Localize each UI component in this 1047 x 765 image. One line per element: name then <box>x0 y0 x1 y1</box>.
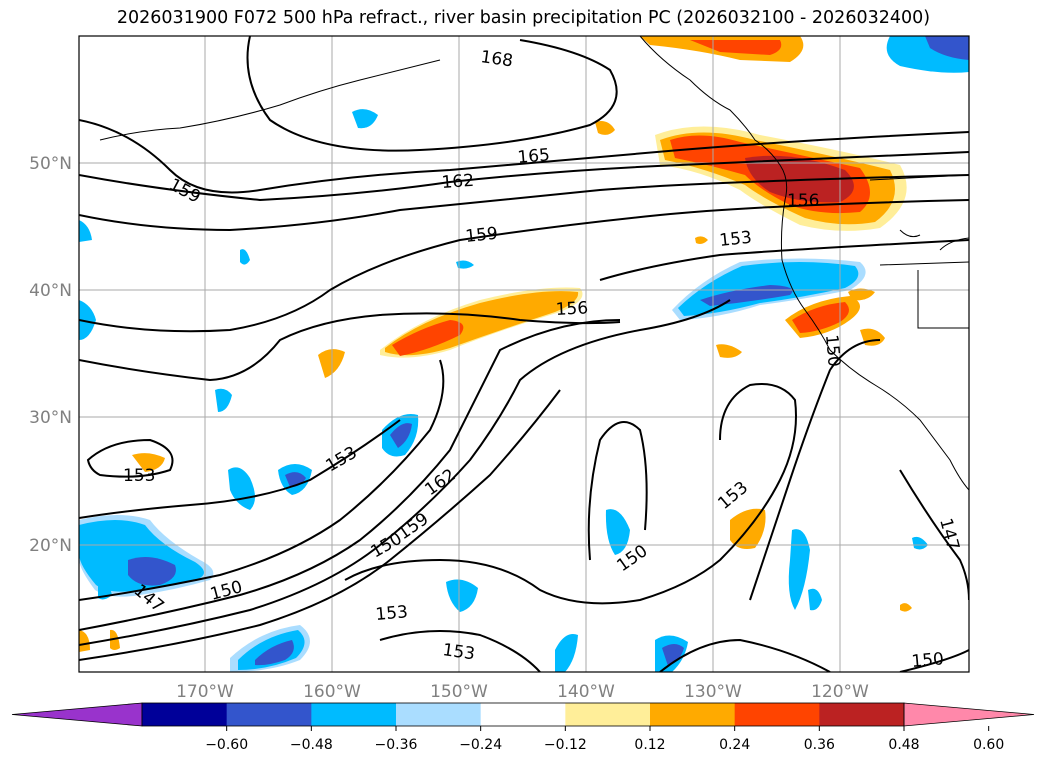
shade-blue-e2 <box>788 529 810 610</box>
contour-label: 156 <box>787 191 819 211</box>
shade-orange-sw <box>79 630 90 652</box>
colorbar-extend-high <box>903 702 1035 727</box>
shade-blue-c3 <box>456 260 474 269</box>
lon-label: 150°W <box>430 682 488 702</box>
contour-label: 168 <box>479 47 514 71</box>
shade-blue-w1 <box>79 300 96 340</box>
shade-blue-w5 <box>240 249 250 265</box>
shade-dblue-sw <box>128 556 176 586</box>
shade-blue-e3 <box>808 588 822 611</box>
colorbar-swatch <box>142 703 228 726</box>
colorbar-swatch <box>480 703 566 726</box>
shade-dblue-c2 <box>390 423 412 448</box>
contour-label: 153 <box>718 228 752 251</box>
shade-red-ca <box>792 302 849 333</box>
map-layers: 168 165 162 159 159 156 156 153 153 153 … <box>79 36 969 672</box>
shade-red-band <box>392 320 464 356</box>
colorbar-swatch <box>734 703 820 726</box>
lat-label: 20°N <box>29 536 72 556</box>
colorbar-swatch <box>565 703 651 726</box>
colorbar-tick-label: 0.12 <box>634 737 665 753</box>
colorbar-swatch <box>650 703 736 726</box>
colorbar-swatch <box>819 703 905 726</box>
contour-label: 150 <box>911 649 945 672</box>
colorbar-tick-label: −0.48 <box>290 737 333 753</box>
lat-label: 30°N <box>29 408 72 428</box>
lat-label: 40°N <box>29 281 72 301</box>
shade-dred-pnw <box>745 155 854 203</box>
colorbar-tick-label: 0.24 <box>719 737 750 753</box>
shade-blue-w2 <box>79 220 92 242</box>
map-frame <box>78 35 970 673</box>
colorbar-tick-label: −0.12 <box>544 737 587 753</box>
lon-label: 140°W <box>557 682 615 702</box>
map-area <box>79 36 969 672</box>
lon-label: 160°W <box>303 682 361 702</box>
contour-label: 153 <box>123 466 155 486</box>
contour-label: 156 <box>555 298 588 320</box>
colorbar-swatch <box>311 703 397 726</box>
colorbar: −0.60 −0.48 −0.36 −0.24 −0.12 0.12 0.24 0.36 0.4… <box>11 702 1035 753</box>
lon-label: 170°W <box>176 682 234 702</box>
shade-blue-sw2 <box>98 579 112 600</box>
colorbar-swatch <box>226 703 312 726</box>
lat-label: 50°N <box>29 154 72 174</box>
shade-dblue-s4 <box>662 644 684 666</box>
colorbar-tick-label: −0.60 <box>205 737 248 753</box>
shade-orange-e4 <box>900 603 912 612</box>
shade-orange-alaska <box>595 121 615 135</box>
contour-label: 159 <box>464 224 498 247</box>
shade-orange-e2 <box>716 344 742 358</box>
shade-orange-sw2 <box>110 629 120 650</box>
shade-blue-s3 <box>555 634 578 672</box>
lon-label: 120°W <box>811 682 869 702</box>
shade-blue-e4 <box>912 536 928 550</box>
map-title: 2026031900 F072 500 hPa refract., river … <box>116 8 931 28</box>
shade-blue-c1 <box>215 388 232 412</box>
lon-label: 130°W <box>684 682 742 702</box>
contour-label: 153 <box>375 602 409 625</box>
contours <box>79 36 969 672</box>
colorbar-border <box>141 702 905 727</box>
shade-blue-w3 <box>228 467 255 510</box>
contour-label: 150 <box>821 334 844 368</box>
colorbar-tick-label: −0.36 <box>375 737 418 753</box>
colorbar-tick-label: 0.60 <box>973 737 1004 753</box>
colorbar-tick-label: −0.24 <box>459 737 502 753</box>
colorbar-tick-label: 0.48 <box>888 737 919 753</box>
coastlines <box>99 36 969 491</box>
lon-labels: 170°W 160°W 150°W 140°W 130°W 120°W <box>176 682 869 702</box>
contour-label: 153 <box>441 640 476 664</box>
shade-blue-e1 <box>605 509 630 555</box>
contour-label: 162 <box>441 171 475 193</box>
shade-dblue-s <box>255 640 294 666</box>
contour-labels: 168 165 162 159 159 156 156 153 153 153 … <box>123 47 963 672</box>
colorbar-extend-low <box>11 702 143 727</box>
precip-shading <box>79 36 969 672</box>
colorbar-swatch <box>396 703 482 726</box>
lat-labels: 50°N 40°N 30°N 20°N <box>29 154 72 556</box>
contour-label: 165 <box>517 145 551 168</box>
shade-orange-e3 <box>695 236 708 244</box>
shade-blue-alaska <box>352 109 378 129</box>
shade-blue-s2 <box>446 579 478 612</box>
colorbar-tick-label: 0.36 <box>804 737 835 753</box>
shade-orange-w <box>132 453 165 472</box>
shade-orange-ca3 <box>848 288 875 301</box>
shade-dblue-ne <box>925 36 969 60</box>
